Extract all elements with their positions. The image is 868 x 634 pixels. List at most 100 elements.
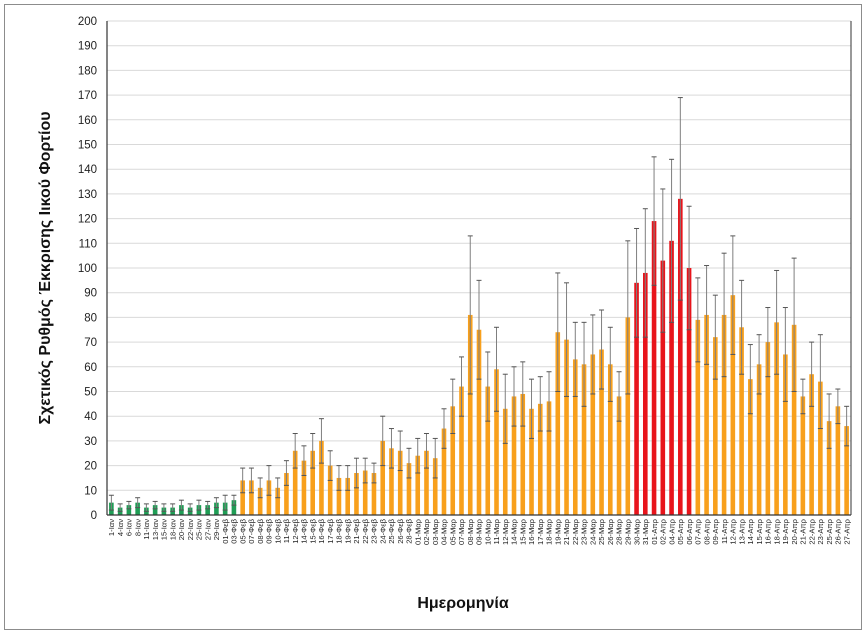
- x-tick-label: 19-Απρ: [781, 518, 790, 544]
- bar: [835, 406, 841, 515]
- x-tick-label: 4-Ιαν: [116, 519, 125, 536]
- x-tick-label: 23-Μαρ: [580, 518, 589, 545]
- bar: [205, 505, 210, 515]
- x-tick-label: 26-Απρ: [834, 518, 843, 544]
- bar: [257, 487, 263, 515]
- x-tick-label: 14-Απρ: [746, 518, 755, 544]
- x-tick-label: 15-Φεβ: [308, 518, 317, 543]
- x-tick-label: 14-Μαρ: [510, 518, 519, 545]
- x-tick-label: 08-Απρ: [702, 518, 711, 544]
- x-tick-label: 11-Ιαν: [142, 519, 151, 540]
- x-tick-label: 20-Ιαν: [177, 519, 186, 540]
- x-tick-label: 18-Ιαν: [168, 519, 177, 540]
- x-tick-label: 05-Φεβ: [238, 518, 247, 543]
- bar: [485, 386, 491, 515]
- y-tick-label: 100: [78, 263, 97, 275]
- bar: [625, 317, 631, 515]
- x-tick-label: 24-Φεβ: [378, 518, 387, 543]
- x-tick-label: 07-Μαρ: [457, 518, 466, 545]
- y-tick-label: 180: [78, 65, 97, 77]
- x-tick-label: 22-Ιαν: [186, 519, 195, 540]
- x-tick-label: 23-Απρ: [816, 518, 825, 544]
- bar: [214, 502, 219, 515]
- x-tick-label: 15-Ιαν: [160, 519, 169, 540]
- y-tick-label: 160: [78, 115, 97, 127]
- x-tick-label: 04-Μαρ: [440, 518, 449, 545]
- x-tick-label: 16-Απρ: [764, 518, 773, 544]
- bar: [669, 240, 674, 515]
- bar: [459, 386, 464, 515]
- bar: [537, 403, 543, 515]
- x-tick-label: 21-Απρ: [799, 518, 808, 544]
- x-tick-label: 30-Μαρ: [632, 518, 641, 545]
- bar: [292, 450, 298, 515]
- y-tick-label: 90: [84, 288, 97, 300]
- bar: [284, 473, 289, 515]
- bar: [327, 465, 333, 515]
- x-tick-label: 08-Μαρ: [466, 518, 475, 545]
- bar: [266, 480, 272, 515]
- x-tick-label: 25-Φεβ: [387, 518, 396, 543]
- bar: [704, 314, 709, 515]
- gridlines: [107, 20, 851, 491]
- bar: [695, 319, 701, 515]
- bar: [362, 470, 368, 515]
- x-tick-label: 29-Ιαν: [212, 519, 221, 540]
- x-tick-label: 10-Μαρ: [483, 518, 492, 545]
- bar: [345, 477, 351, 515]
- x-tick-label: 1-Ιαν: [107, 519, 116, 536]
- bar: [809, 374, 814, 515]
- bar: [678, 198, 683, 515]
- y-tick-label: 190: [78, 41, 97, 53]
- bar: [590, 354, 596, 515]
- bar: [607, 364, 613, 515]
- bar: [424, 450, 429, 515]
- bar: [634, 282, 639, 515]
- bar: [529, 408, 534, 515]
- bar: [301, 460, 307, 515]
- bar: [564, 339, 569, 515]
- x-tick-label: 11-Μαρ: [492, 518, 501, 544]
- chart-frame: [4, 4, 862, 630]
- bar: [406, 463, 412, 515]
- x-tick-label: 12-Μαρ: [501, 518, 510, 545]
- bar: [546, 401, 552, 515]
- bar: [730, 295, 736, 515]
- x-tick-label: 12-Απρ: [729, 518, 738, 544]
- y-tick-labels: 0 10 20 30 40 50 60 70 80 90 100 110 120 130 140 150 160…: [78, 16, 97, 522]
- x-tick-label: 07-Φεβ: [247, 518, 256, 543]
- x-tick-label: 15-Μαρ: [518, 518, 527, 545]
- x-tick-label: 06-Απρ: [685, 518, 694, 544]
- bar: [721, 314, 727, 515]
- x-tick-label: 16-Μαρ: [527, 518, 536, 545]
- x-tick-label: 02-Μαρ: [422, 518, 431, 545]
- bar: [783, 354, 788, 515]
- x-tick-label: 03-Μαρ: [431, 518, 440, 545]
- y-tick-label: 0: [91, 510, 97, 522]
- y-tick-label: 170: [78, 90, 97, 102]
- x-tick-label: 16-Φεβ: [317, 518, 326, 543]
- y-tick-label: 60: [84, 362, 97, 374]
- bar: [581, 364, 587, 515]
- x-tick-label: 14-Φεβ: [300, 518, 309, 543]
- x-tick-label: 01-Απρ: [650, 518, 659, 544]
- y-tick-label: 20: [84, 461, 97, 473]
- x-tick-label: 07-Απρ: [694, 518, 703, 544]
- bar: [249, 480, 254, 515]
- bar: [660, 260, 666, 515]
- bar: [818, 381, 823, 515]
- error-bars: [108, 97, 850, 512]
- bar: [371, 473, 377, 515]
- bar: [240, 480, 245, 515]
- bar: [739, 327, 744, 515]
- y-tick-label: 50: [84, 387, 97, 399]
- x-tick-label: 6-Ιαν: [125, 519, 134, 536]
- x-tick-label: 17-Μαρ: [536, 518, 545, 545]
- x-tick-label: 18-Μαρ: [545, 518, 554, 545]
- y-axis-title: Σχετικός Ρυθμός Έκκρισης Ιικού Φορτίου: [37, 111, 54, 424]
- x-tick-label: 04-Απρ: [667, 518, 676, 544]
- bar: [275, 487, 280, 515]
- x-tick-label: 25-Μαρ: [597, 518, 606, 545]
- bar: [319, 440, 324, 515]
- x-tick-label: 26-Φεβ: [396, 518, 405, 543]
